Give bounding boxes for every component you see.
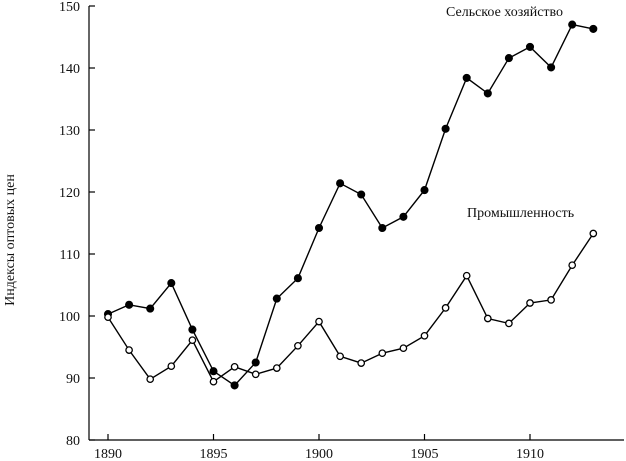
- point-industry-1892: [146, 375, 155, 384]
- point-agriculture-1908: [483, 89, 492, 98]
- x-tick-label-1890: 1890: [94, 447, 122, 461]
- point-agriculture-1895: [209, 367, 218, 376]
- point-industry-1890: [104, 313, 112, 322]
- x-tick-label-1910: 1910: [516, 447, 544, 461]
- y-tick-label-100: 100: [59, 310, 80, 325]
- point-agriculture-1906: [441, 124, 450, 133]
- point-agriculture-1909: [504, 54, 513, 63]
- x-tick-label-1900: 1900: [305, 447, 333, 461]
- point-industry-1897: [251, 370, 260, 379]
- point-industry-1906: [441, 304, 450, 312]
- point-agriculture-1903: [378, 223, 387, 233]
- point-agriculture-1907: [462, 73, 471, 82]
- point-industry-1898: [272, 364, 281, 372]
- point-industry-1905: [420, 331, 429, 340]
- x-tick-label-1895: 1895: [200, 447, 228, 461]
- series-label-industry: Промышленность: [467, 206, 574, 221]
- point-agriculture-1901: [336, 179, 345, 188]
- point-industry-1909: [505, 319, 513, 328]
- point-agriculture-1892: [146, 304, 155, 313]
- point-industry-1899: [294, 341, 302, 350]
- y-tick-label-140: 140: [59, 62, 80, 77]
- point-industry-1912: [568, 261, 577, 270]
- y-axis-title: Индексы оптовых цен: [3, 174, 18, 306]
- y-tick-label-90: 90: [66, 372, 80, 387]
- point-agriculture-1912: [568, 20, 577, 29]
- axes: [88, 6, 624, 441]
- point-agriculture-1902: [357, 190, 366, 199]
- point-agriculture-1913: [589, 24, 598, 33]
- x-ticks: 1890 1895 1900 1905 1910: [94, 434, 544, 461]
- point-agriculture-1894: [188, 325, 197, 334]
- point-agriculture-1899: [293, 274, 302, 283]
- y-tick-label-110: 110: [60, 248, 80, 263]
- point-industry-1894: [188, 336, 197, 345]
- point-agriculture-1905: [420, 186, 429, 195]
- y-tick-label-80: 80: [66, 434, 80, 449]
- point-agriculture-1898: [272, 294, 281, 303]
- point-industry-1913: [589, 229, 598, 238]
- point-industry-1904: [399, 344, 408, 353]
- point-agriculture-1897: [251, 358, 260, 367]
- point-industry-1893: [167, 362, 176, 371]
- point-industry-1896: [230, 362, 239, 371]
- y-ticks: 80 90 100 110 120 130 140 150: [59, 0, 95, 449]
- series-line-industry: [107, 233, 594, 383]
- x-tick-label-1905: 1905: [411, 447, 439, 461]
- point-industry-1903: [378, 349, 387, 358]
- point-industry-1911: [547, 296, 555, 304]
- point-industry-1901: [336, 352, 344, 361]
- point-industry-1895: [209, 377, 218, 386]
- point-industry-1902: [357, 359, 366, 367]
- point-agriculture-1900: [314, 223, 324, 233]
- y-tick-label-150: 150: [59, 0, 80, 15]
- point-agriculture-1896: [230, 381, 239, 390]
- point-agriculture-1904: [399, 212, 408, 221]
- point-industry-1908: [483, 314, 492, 323]
- point-industry-1900: [315, 317, 323, 326]
- y-tick-label-120: 120: [59, 186, 80, 201]
- series-layer: [103, 20, 598, 390]
- point-industry-1910: [526, 299, 534, 307]
- point-industry-1907: [462, 271, 471, 280]
- point-agriculture-1891: [125, 300, 134, 309]
- point-industry-1891: [125, 346, 133, 354]
- series-labels: Сельское хозяйство Промышленность: [446, 5, 574, 221]
- series-line-agriculture: [107, 23, 594, 387]
- series-label-agriculture: Сельское хозяйство: [446, 5, 563, 20]
- point-agriculture-1893: [167, 279, 176, 288]
- y-tick-label-130: 130: [59, 124, 80, 139]
- point-agriculture-1911: [547, 63, 556, 72]
- point-agriculture-1910: [525, 42, 535, 51]
